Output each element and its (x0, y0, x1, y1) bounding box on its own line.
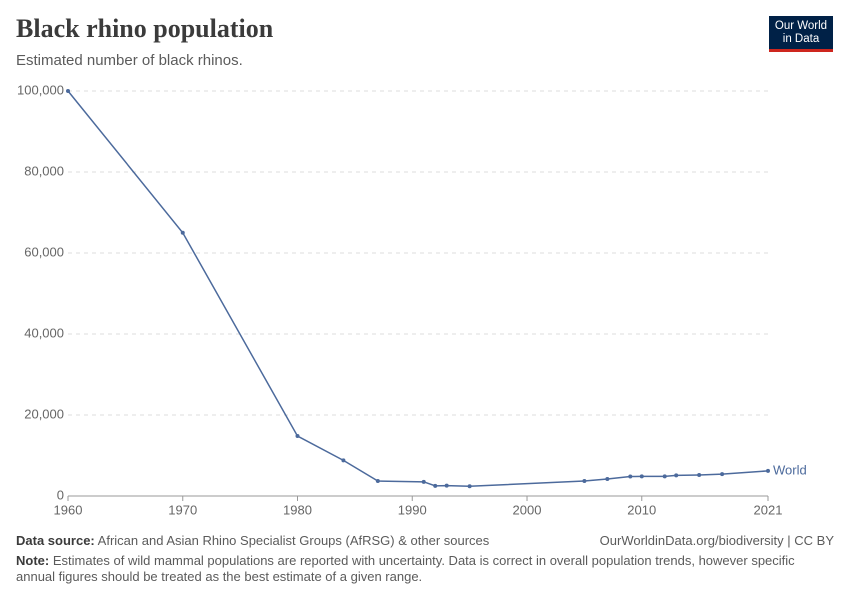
x-tick-label: 2000 (513, 502, 542, 517)
note-label: Note: (16, 553, 50, 568)
source: Data source: African and Asian Rhino Spe… (16, 533, 834, 548)
logo[interactable]: Our World in Data (769, 16, 833, 52)
data-point (697, 472, 702, 477)
series-label: World (773, 462, 807, 477)
source-label: Data source: (16, 533, 95, 548)
y-tick-label: 100,000 (17, 82, 64, 97)
series-line (67, 90, 769, 488)
data-point (766, 468, 770, 473)
x-tick-label: 1970 (168, 502, 197, 517)
source-text: African and Asian Rhino Specialist Group… (97, 533, 490, 548)
x-tick-label: 2010 (627, 502, 656, 517)
data-point (662, 474, 667, 479)
data-point (639, 474, 644, 479)
data-point (628, 474, 633, 479)
y-tick-label: 40,000 (24, 325, 64, 340)
data-point (295, 434, 300, 439)
logo-text: in Data (782, 33, 820, 45)
data-point (375, 479, 380, 484)
data-point (433, 483, 438, 488)
logo-text: Our World (774, 20, 828, 32)
data-point (605, 476, 610, 481)
y-tick-label: 0 (57, 487, 64, 502)
y-tick-label: 80,000 (24, 163, 64, 178)
data-point (180, 230, 185, 235)
license[interactable]: OurWorldinData.org/biodiversity | CC BY (599, 533, 834, 548)
chart-subtitle: Estimated number of black rhinos. (16, 52, 243, 69)
data-point (720, 472, 725, 477)
chart-title: Black rhino population (16, 14, 274, 43)
data-point (467, 484, 472, 489)
data-point (674, 473, 679, 478)
x-tick-label: 1990 (398, 502, 427, 517)
note-text: Estimates of wild mammal populations are… (16, 553, 795, 584)
y-tick-label: 60,000 (24, 244, 64, 259)
x-tick-label: 1980 (283, 502, 312, 517)
data-point (444, 483, 449, 488)
x-tick-label: 2021 (754, 502, 783, 517)
data-point (582, 479, 587, 484)
x-tick-label: 1960 (54, 502, 83, 517)
note: Note: Estimates of wild mammal populatio… (16, 553, 806, 585)
y-tick-label: 20,000 (24, 406, 64, 421)
data-point (421, 479, 426, 484)
data-point (341, 458, 346, 463)
data-point (66, 89, 70, 93)
